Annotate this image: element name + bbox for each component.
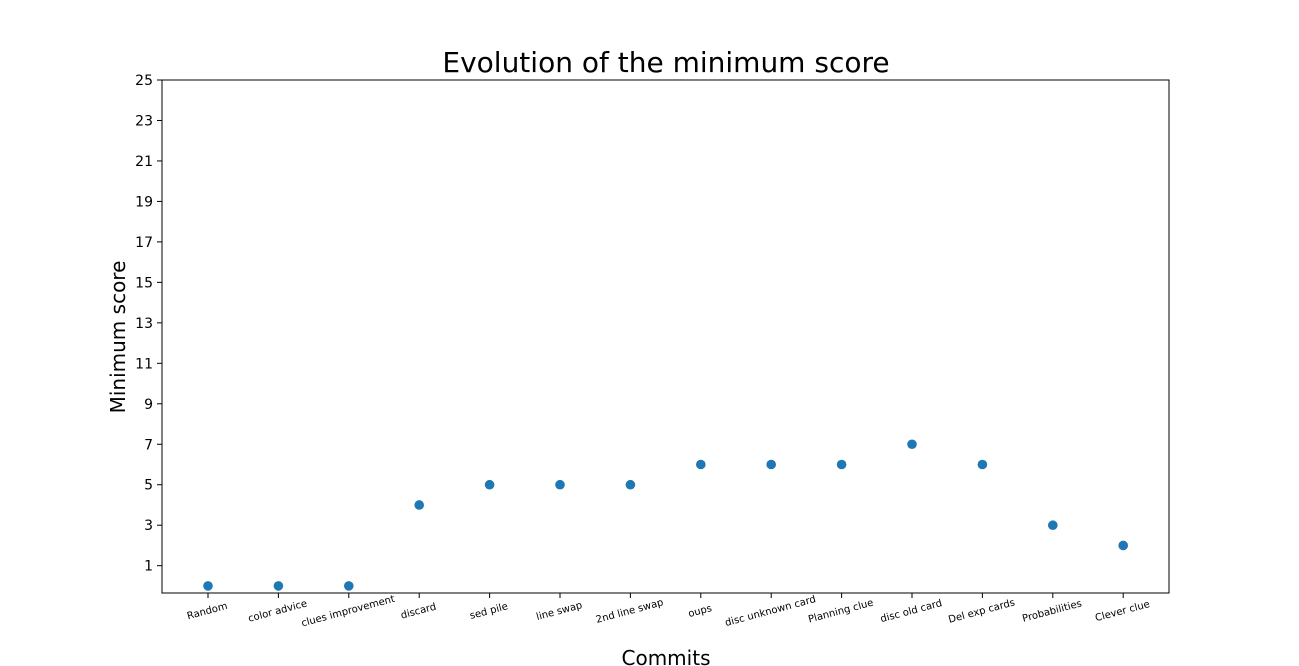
y-tick-label: 5	[144, 478, 153, 494]
data-point	[484, 479, 495, 490]
data-point	[1118, 540, 1128, 551]
data-point	[766, 459, 776, 470]
x-axis-label: Commits	[622, 646, 711, 666]
y-tick-label: 9	[144, 397, 153, 413]
data-point	[1048, 520, 1058, 531]
y-tick-label: 17	[135, 235, 153, 251]
data-point	[977, 459, 988, 470]
y-tick-label: 21	[135, 154, 153, 170]
y-tick-label: 25	[135, 73, 153, 89]
data-point	[344, 581, 354, 591]
data-point	[907, 439, 917, 450]
data-point	[836, 459, 847, 470]
plot-area-frame	[161, 79, 1170, 594]
data-point	[203, 581, 213, 591]
data-points	[203, 439, 1128, 591]
data-point	[696, 459, 706, 470]
y-tick-label: 11	[135, 356, 153, 372]
chart-title: Evolution of the minimum score	[442, 46, 889, 79]
y-tick-label: 7	[144, 437, 153, 453]
data-point	[555, 479, 565, 490]
y-tick-label: 15	[135, 275, 153, 291]
data-point	[273, 581, 284, 591]
y-tick-label: 1	[144, 559, 153, 575]
y-tick-label: 23	[135, 113, 153, 129]
data-point	[414, 500, 425, 510]
y-tick-label: 19	[135, 194, 153, 210]
y-axis-label: Minimum score	[106, 261, 130, 414]
y-tick-label: 13	[135, 316, 153, 332]
data-point	[625, 479, 636, 490]
y-tick-label: 3	[144, 518, 153, 534]
